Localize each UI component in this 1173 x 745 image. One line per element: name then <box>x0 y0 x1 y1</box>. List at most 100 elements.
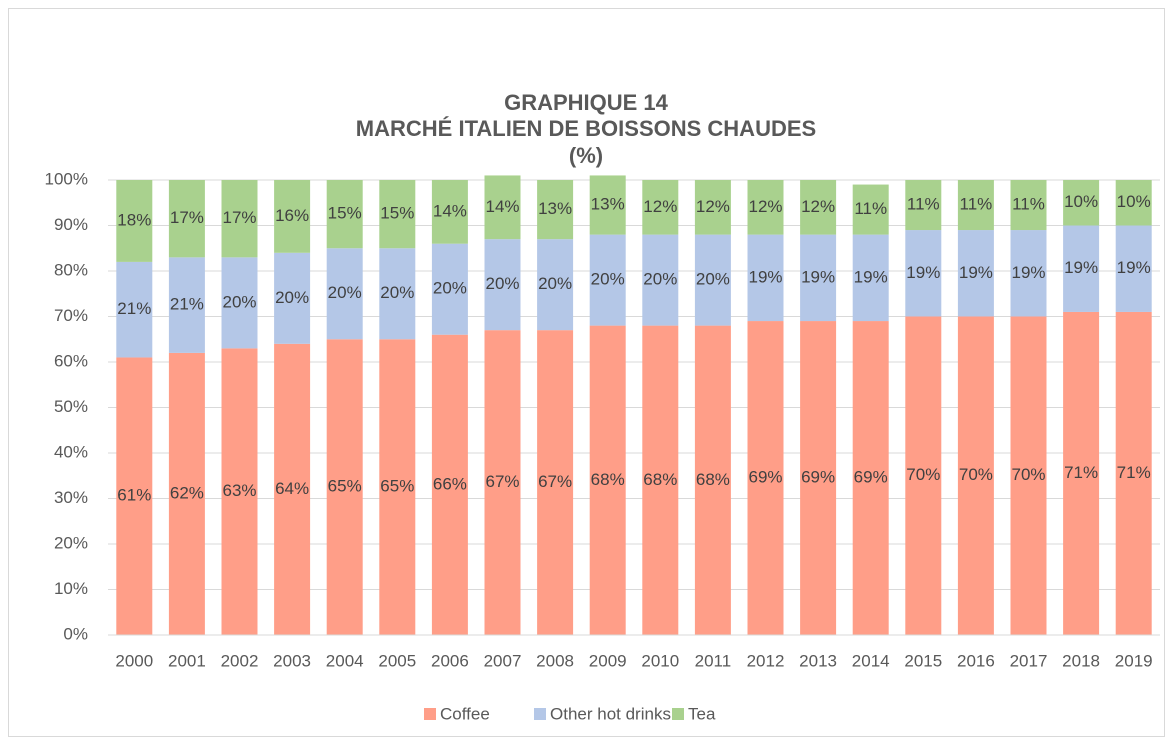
x-tick-label: 2011 <box>695 651 732 670</box>
x-tick-label: 2007 <box>484 651 522 670</box>
x-tick-label: 2015 <box>904 651 942 670</box>
bar-segment <box>274 252 311 344</box>
legend-swatch <box>534 708 546 720</box>
bar-segment <box>957 180 994 231</box>
y-tick-label: 60% <box>54 351 88 370</box>
x-tick-label: 2004 <box>326 651 364 670</box>
data-label: 71% <box>1117 463 1151 482</box>
data-label: 20% <box>275 288 309 307</box>
bar-segment <box>168 352 205 635</box>
data-label: 14% <box>433 201 467 220</box>
data-label: 70% <box>959 465 993 484</box>
data-label: 19% <box>748 267 782 286</box>
data-label: 62% <box>170 483 204 502</box>
legend-label: Other hot drinks <box>550 704 671 723</box>
x-tick-label: 2010 <box>641 651 679 670</box>
chart-title: (%) <box>569 143 603 168</box>
x-tick-label: 2019 <box>1115 651 1153 670</box>
bar-segment <box>379 248 416 340</box>
bar-segment <box>589 234 626 326</box>
data-label: 68% <box>696 470 730 489</box>
data-label: 13% <box>591 195 625 214</box>
bar-segment <box>1115 225 1152 312</box>
bar-segment <box>326 248 363 340</box>
x-tick-label: 2009 <box>589 651 627 670</box>
bar-segment <box>168 257 205 353</box>
bar-segment <box>168 180 205 258</box>
bar-segment <box>484 175 521 240</box>
data-label: 65% <box>380 477 414 496</box>
bar-segment <box>800 180 837 235</box>
y-tick-label: 80% <box>54 260 88 279</box>
data-label: 67% <box>485 472 519 491</box>
data-label: 68% <box>643 470 677 489</box>
data-label: 69% <box>801 468 835 487</box>
data-label: 11% <box>907 195 940 214</box>
data-label: 11% <box>1012 195 1045 214</box>
bar-segment <box>1010 180 1047 231</box>
data-label: 17% <box>170 208 204 227</box>
chart-title: GRAPHIQUE 14 <box>504 90 669 115</box>
data-label: 19% <box>801 267 835 286</box>
bar-segment <box>747 180 784 235</box>
bar-segment <box>116 180 153 262</box>
data-label: 69% <box>854 468 888 487</box>
bar-segment <box>484 330 521 635</box>
bar-segment <box>431 180 468 244</box>
data-label: 20% <box>538 274 572 293</box>
data-label: 66% <box>433 474 467 493</box>
bar-segment <box>905 230 942 317</box>
data-label: 19% <box>1064 258 1098 277</box>
data-label: 20% <box>380 283 414 302</box>
data-label: 11% <box>854 199 887 218</box>
bar-segment <box>1063 225 1100 312</box>
bar-segment <box>747 234 784 322</box>
data-label: 15% <box>328 204 362 223</box>
data-label: 64% <box>275 479 309 498</box>
bar-segment <box>326 339 363 635</box>
data-label: 13% <box>538 199 572 218</box>
x-tick-label: 2003 <box>273 651 311 670</box>
bar-segment <box>1010 316 1047 635</box>
data-label: 16% <box>275 206 309 225</box>
y-tick-label: 10% <box>54 579 88 598</box>
data-label: 20% <box>328 283 362 302</box>
bar-segment <box>484 239 521 331</box>
x-tick-label: 2006 <box>431 651 469 670</box>
data-label: 71% <box>1064 463 1098 482</box>
x-tick-label: 2005 <box>378 651 416 670</box>
y-tick-label: 40% <box>54 442 88 461</box>
bar-segment <box>905 180 942 231</box>
data-label: 12% <box>748 197 782 216</box>
bar-segment <box>694 234 731 326</box>
x-tick-label: 2013 <box>799 651 837 670</box>
y-tick-label: 70% <box>54 306 88 325</box>
bar-segment <box>747 321 784 635</box>
bar-segment <box>1063 311 1100 635</box>
x-tick-label: 2017 <box>1010 651 1048 670</box>
data-label: 67% <box>538 472 572 491</box>
bar-segment <box>852 321 889 635</box>
data-label: 10% <box>1064 192 1098 211</box>
bar-segment <box>379 339 416 635</box>
data-label: 20% <box>222 292 256 311</box>
data-label: 12% <box>643 197 677 216</box>
legend-label: Tea <box>688 704 716 723</box>
bar-segment <box>221 180 258 258</box>
x-tick-label: 2016 <box>957 651 995 670</box>
legend-swatch <box>424 708 436 720</box>
data-label: 18% <box>117 210 151 229</box>
bar-segment <box>589 325 626 635</box>
bar-segment <box>905 316 942 635</box>
data-label: 11% <box>960 195 993 214</box>
data-label: 20% <box>643 270 677 289</box>
data-label: 15% <box>380 204 414 223</box>
legend-swatch <box>672 708 684 720</box>
bar-segment <box>589 175 626 235</box>
x-tick-label: 2014 <box>852 651 890 670</box>
y-tick-label: 30% <box>54 488 88 507</box>
data-label: 70% <box>906 465 940 484</box>
y-tick-label: 20% <box>54 533 88 552</box>
data-label: 68% <box>591 470 625 489</box>
data-label: 19% <box>1117 258 1151 277</box>
